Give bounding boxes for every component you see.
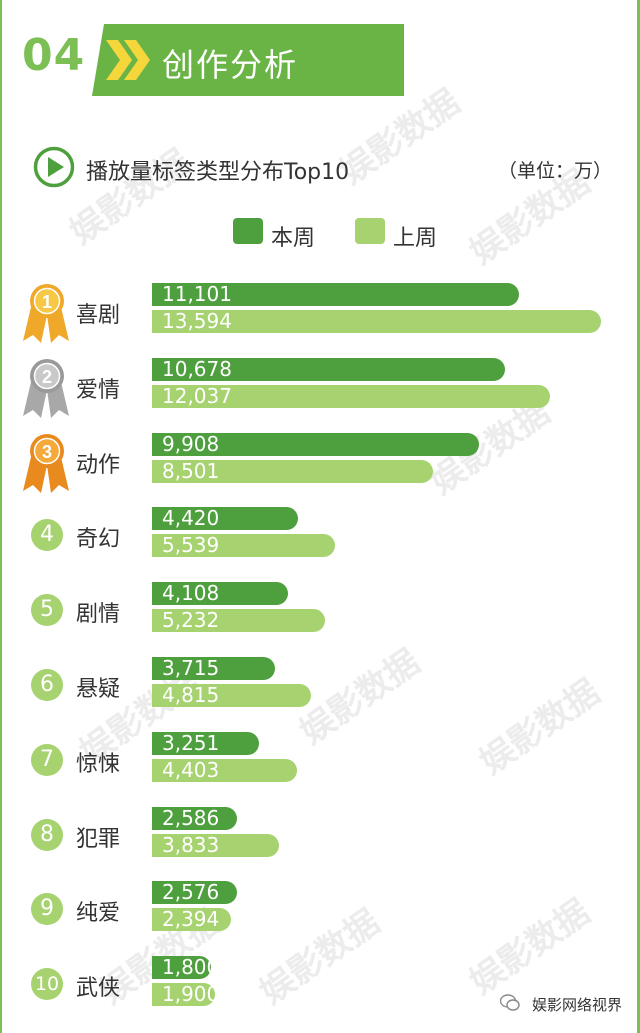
bar-value-label: 4,108 <box>162 581 220 605</box>
footer-source: 娱影网络视界 <box>531 996 622 1014</box>
category-label: 剧情 <box>76 602 121 627</box>
bar-value-label: 1,800 <box>162 955 220 979</box>
bar-previous-week: 2,394 <box>152 908 231 931</box>
category-label: 奇幻 <box>76 527 121 552</box>
category-label: 纯爱 <box>76 901 121 926</box>
bar-value-label: 12,037 <box>162 384 232 408</box>
chart-title: 播放量标签类型分布Top10 <box>86 160 350 185</box>
bar-previous-week: 5,232 <box>152 609 325 632</box>
bar-value-label: 2,586 <box>162 806 220 830</box>
bar-value-label: 1,900 <box>162 982 220 1006</box>
bar-value-label: 4,815 <box>162 683 220 707</box>
bar-value-label: 4,420 <box>162 506 220 530</box>
bar-value-label: 4,403 <box>162 758 220 782</box>
bar-value-label: 2,394 <box>162 907 220 931</box>
rank-badge: 5 <box>31 594 63 626</box>
category-label: 悬疑 <box>76 677 121 702</box>
medal-icon: 2 <box>23 359 69 418</box>
legend-label-current: 本周 <box>271 226 316 251</box>
section-title: 创作分析 <box>162 46 299 84</box>
play-icon <box>33 146 75 188</box>
category-label: 武侠 <box>76 976 121 1001</box>
chevron-right-icon <box>106 40 150 80</box>
rank-badge: 10 <box>31 968 63 1000</box>
right-border <box>637 0 640 1033</box>
bar-current-week: 2,576 <box>152 881 237 904</box>
bar-current-week: 3,715 <box>152 657 275 680</box>
medal-icon: 3 <box>23 434 69 493</box>
bar-current-week: 11,101 <box>152 283 519 306</box>
category-label: 犯罪 <box>76 827 121 852</box>
legend-swatch-current <box>233 218 263 244</box>
category-label: 动作 <box>76 453 121 478</box>
bar-current-week: 9,908 <box>152 433 479 456</box>
bar-previous-week: 8,501 <box>152 460 433 483</box>
bar-value-label: 5,539 <box>162 533 220 557</box>
medal-icon: 1 <box>23 284 69 343</box>
category-label: 喜剧 <box>76 303 121 328</box>
bar-value-label: 5,232 <box>162 608 220 632</box>
bar-value-label: 10,678 <box>162 357 232 381</box>
rank-badge: 6 <box>31 669 63 701</box>
bar-value-label: 3,833 <box>162 833 220 857</box>
bar-value-label: 13,594 <box>162 309 232 333</box>
category-label: 爱情 <box>76 378 121 403</box>
bar-previous-week: 5,539 <box>152 534 335 557</box>
bar-value-label: 11,101 <box>162 282 232 306</box>
bar-value-label: 3,715 <box>162 656 220 680</box>
rank-badge: 7 <box>31 744 63 776</box>
bar-value-label: 2,576 <box>162 880 220 904</box>
bar-value-label: 9,908 <box>162 432 220 456</box>
bar-previous-week: 12,037 <box>152 385 550 408</box>
rank-badge: 9 <box>31 893 63 925</box>
bar-current-week: 2,586 <box>152 807 237 830</box>
bar-current-week: 3,251 <box>152 732 259 755</box>
bar-previous-week: 3,833 <box>152 834 279 857</box>
watermark-text: 娱影数据 <box>472 671 608 783</box>
bar-previous-week: 1,900 <box>152 983 219 1006</box>
bar-previous-week: 4,815 <box>152 684 311 707</box>
watermark-text: 娱影数据 <box>252 901 388 1013</box>
bar-current-week: 4,108 <box>152 582 288 605</box>
unit-label: （单位：万） <box>497 160 612 182</box>
bar-value-label: 8,501 <box>162 459 220 483</box>
bar-current-week: 10,678 <box>152 358 505 381</box>
medal-rank: 1 <box>42 292 52 312</box>
bar-value-label: 3,251 <box>162 731 220 755</box>
legend-label-previous: 上周 <box>393 226 438 251</box>
rank-badge: 8 <box>31 819 63 851</box>
bar-current-week: 1,800 <box>152 956 219 979</box>
watermark-text: 娱影数据 <box>462 891 598 1003</box>
bar-current-week: 4,420 <box>152 507 298 530</box>
left-border <box>0 0 2 1033</box>
category-label: 惊悚 <box>76 752 121 777</box>
rank-badge: 4 <box>31 519 63 551</box>
medal-rank: 2 <box>42 367 52 387</box>
medal-rank: 3 <box>42 442 52 462</box>
wechat-icon <box>500 994 520 1011</box>
bar-previous-week: 4,403 <box>152 759 297 782</box>
section-number: 04 <box>22 30 86 81</box>
legend-swatch-previous <box>355 218 385 244</box>
bar-previous-week: 13,594 <box>152 310 601 333</box>
